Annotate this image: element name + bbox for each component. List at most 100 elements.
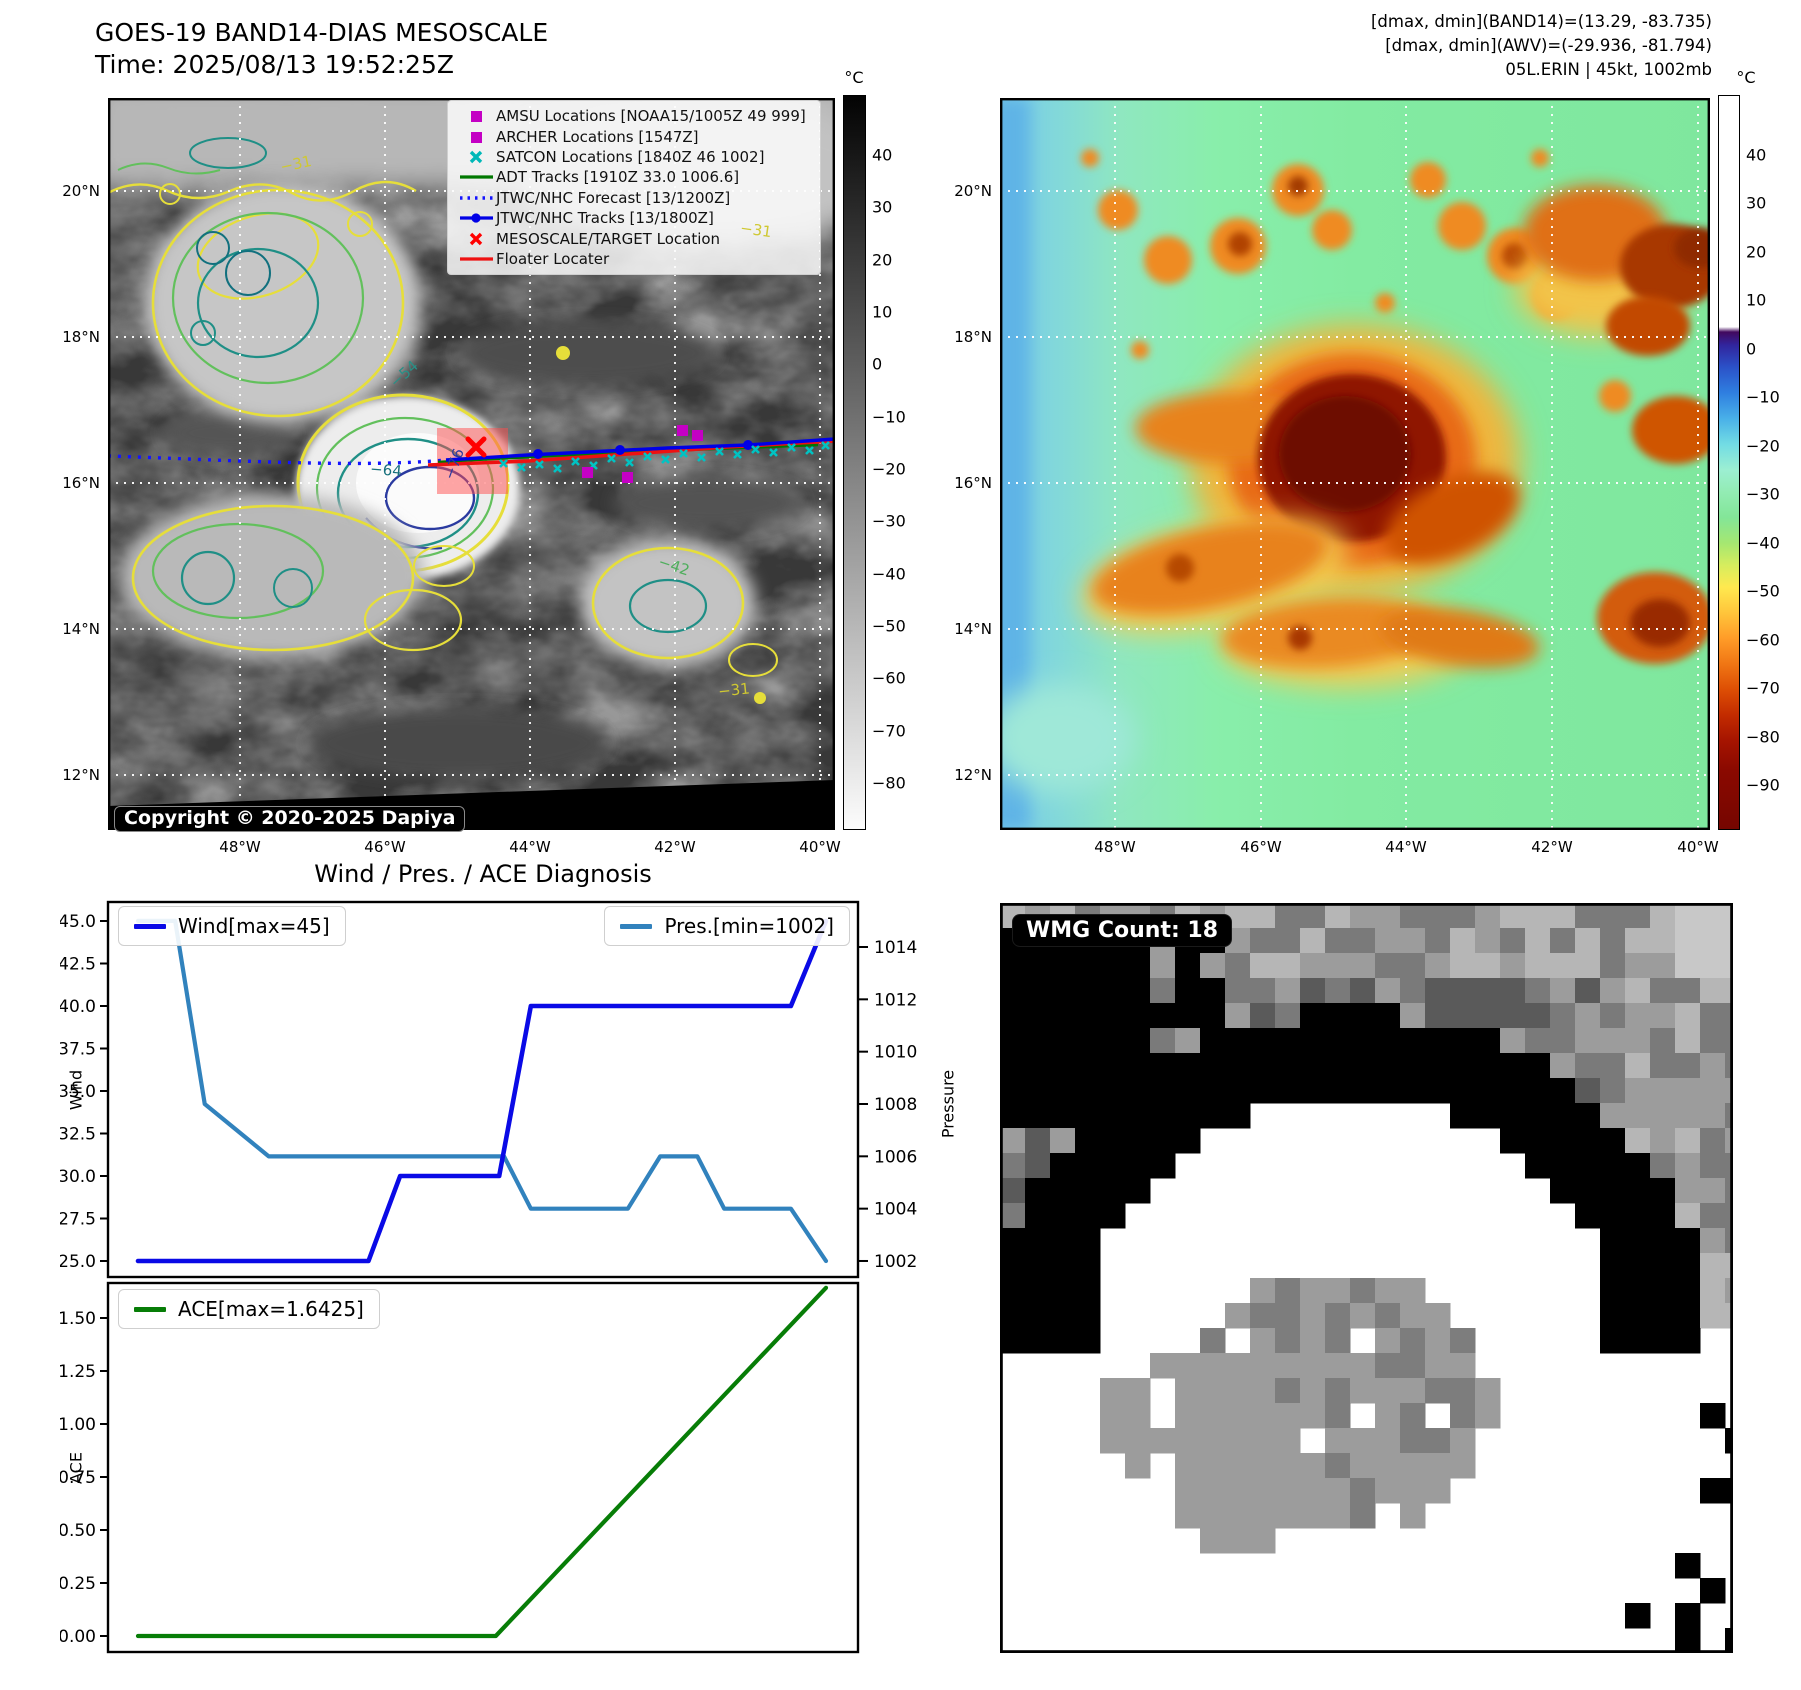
axis-tick-label: 32.5 [60, 1125, 96, 1145]
axis-tick-label: 1008 [874, 1095, 917, 1115]
axis-tick-label: 1006 [874, 1147, 917, 1167]
square-legend-marker [450, 109, 496, 123]
axis-tick-label: 0.50 [60, 1521, 96, 1541]
legend-item-label: JTWC/NHC Forecast [13/1200Z] [496, 188, 731, 207]
colorbar-tick: −40 [872, 564, 906, 584]
copyright-label: Copyright © 2020-2025 Dapiya [114, 806, 466, 832]
line-legend-marker [450, 252, 496, 266]
lat-label: 18°N [954, 328, 992, 346]
lon-label: 42°W [654, 838, 696, 856]
colorbar-tick: 30 [872, 197, 893, 217]
lat-label: 16°N [62, 474, 100, 492]
lat-label: 12°N [62, 766, 100, 784]
ace-axis-label: ACE [66, 1452, 86, 1484]
colorbar-tick: 20 [1746, 242, 1767, 262]
colorbar-tick: −50 [872, 616, 906, 636]
line-dot-legend-marker [450, 211, 496, 225]
square-legend-marker [450, 130, 496, 144]
right-header-awv: [dmax, dmin](AWV)=(-29.936, -81.794) [1385, 36, 1712, 55]
axis-tick-label: 30.0 [60, 1167, 96, 1187]
line-legend-marker [450, 170, 496, 184]
satcon-markers [499, 441, 830, 473]
lat-label: 18°N [62, 328, 100, 346]
wind-legend-swatch [134, 923, 166, 929]
legend-item: Floater Locater [450, 249, 812, 269]
diagnosis-charts: 45.0 42.5 40.0 37.5 35.0 32.5 30.0 27.5 25.0 1014… [60, 900, 917, 1654]
right-colorbar-unit: °C [1736, 68, 1756, 87]
chart-title: Wind / Pres. / ACE Diagnosis [314, 860, 652, 888]
pressure-legend-swatch [620, 923, 653, 929]
axis-tick-label: 1.25 [60, 1362, 96, 1382]
colorbar-tick: −40 [1746, 533, 1780, 553]
colorbar-tick: −10 [872, 407, 906, 427]
legend-item: JTWC/NHC Tracks [13/1800Z] [450, 208, 812, 228]
axis-tick-label: 42.5 [60, 955, 96, 975]
left-colorbar-unit: °C [844, 68, 864, 87]
colorbar-tick: 0 [1746, 339, 1757, 359]
colorbar-tick: −80 [1746, 727, 1780, 747]
legend-item-label: SATCON Locations [1840Z 46 1002] [496, 147, 765, 166]
pressure-legend-label: Pres.[min=1002] [664, 914, 834, 938]
legend-item: ARCHER Locations [1547Z] [450, 126, 812, 146]
axis-tick-label: 0.00 [60, 1627, 96, 1647]
lat-label: 14°N [954, 620, 992, 638]
color-temperature-map [1000, 98, 1710, 830]
temperature-colorbar [1718, 95, 1740, 830]
legend-item: AMSU Locations [NOAA15/1005Z 49 999] [450, 106, 812, 126]
legend-item-label: ADT Tracks [1910Z 33.0 1006.6] [496, 168, 740, 187]
axis-tick-label: 37.5 [60, 1040, 96, 1060]
colorbar-tick: −60 [872, 668, 906, 688]
lat-label: 12°N [954, 766, 992, 784]
lon-label: 46°W [364, 838, 406, 856]
contour-label: −64 [369, 459, 403, 481]
map-legend: AMSU Locations [NOAA15/1005Z 49 999] ARCH… [447, 100, 821, 276]
axis-tick-label: 0.25 [60, 1574, 96, 1594]
ace-line [135, 1285, 829, 1639]
lat-label: 16°N [954, 474, 992, 492]
colorbar-tick: −30 [872, 511, 906, 531]
colorbar-tick: −70 [1746, 678, 1780, 698]
colorbar-tick: 40 [1746, 145, 1767, 165]
legend-item: ADT Tracks [1910Z 33.0 1006.6] [450, 167, 812, 187]
lon-label: 48°W [1094, 838, 1136, 856]
colorbar-tick: 10 [872, 302, 893, 322]
colorbar-tick: −50 [1746, 581, 1780, 601]
wmg-pixel-map [1000, 903, 1733, 1653]
left-map-time: Time: 2025/08/13 19:52:25Z [95, 50, 454, 79]
wind-line [135, 918, 829, 1264]
colorbar-tick: −80 [872, 773, 906, 793]
lon-label: 46°W [1240, 838, 1282, 856]
legend-item-label: MESOSCALE/TARGET Location [496, 229, 721, 248]
contour-label: −31 [717, 679, 751, 701]
axis-tick-label: 0.75 [60, 1468, 96, 1488]
left-map-title: GOES-19 BAND14-DIAS MESOSCALE [95, 18, 549, 47]
axis-tick-label: 35.0 [60, 1082, 96, 1102]
legend-item-label: JTWC/NHC Tracks [13/1800Z] [496, 209, 714, 228]
colorbar-tick: 30 [1746, 193, 1767, 213]
colorbar-tick: −20 [872, 459, 906, 479]
legend-item-label: Floater Locater [496, 249, 610, 268]
colorbar-tick: 40 [872, 145, 893, 165]
colorbar-tick: 10 [1746, 290, 1767, 310]
colorbar-tick: −70 [872, 721, 906, 741]
colorbar-tick: −60 [1746, 630, 1780, 650]
lat-label: 20°N [62, 182, 100, 200]
colorbar-tick: 20 [872, 250, 893, 270]
wind-axis-label: Wind [66, 1069, 86, 1111]
dotted-legend-marker [450, 191, 496, 205]
legend-item: SATCON Locations [1840Z 46 1002] [450, 147, 812, 167]
axis-tick-label: 1010 [874, 1043, 917, 1063]
ace-legend-swatch [134, 1306, 166, 1312]
axis-tick-label: 1.50 [60, 1309, 96, 1329]
jtwc-forecast-line [108, 454, 447, 466]
colorbar-tick: 0 [872, 354, 883, 374]
axis-tick-label: 1014 [874, 938, 917, 958]
lon-label: 40°W [1677, 838, 1719, 856]
axis-tick-label: 45.0 [60, 912, 96, 932]
lat-label: 14°N [62, 620, 100, 638]
colorbar-tick: −30 [1746, 484, 1780, 504]
legend-item: JTWC/NHC Forecast [13/1200Z] [450, 188, 812, 208]
right-header-storm: 05L.ERIN | 45kt, 1002mb [1505, 60, 1712, 79]
colorbar-tick: −10 [1746, 387, 1780, 407]
